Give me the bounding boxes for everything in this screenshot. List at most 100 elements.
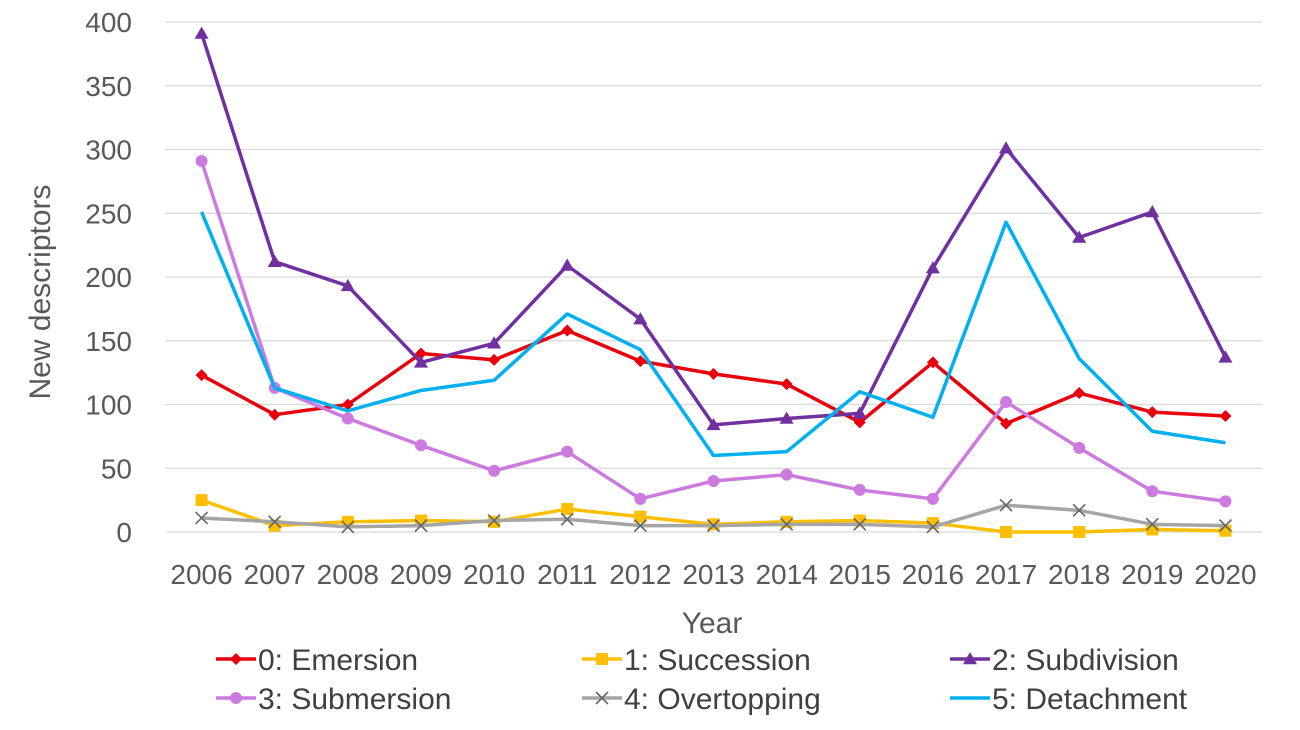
data-point-emersion bbox=[414, 347, 427, 360]
x-tick-label: 2008 bbox=[317, 559, 379, 590]
data-point-submersion bbox=[1146, 485, 1159, 498]
data-point-overtopping bbox=[560, 512, 574, 526]
data-point-overtopping bbox=[1072, 503, 1086, 517]
data-point-overtopping bbox=[487, 513, 501, 528]
data-point-subdivision bbox=[340, 278, 355, 292]
legend-item-submersion: 3: Submersion bbox=[216, 683, 451, 716]
series-overtopping bbox=[195, 498, 1232, 534]
data-point-overtopping bbox=[1218, 519, 1232, 533]
legend-marker bbox=[963, 652, 977, 665]
data-point-submersion bbox=[341, 412, 354, 425]
data-point-subdivision bbox=[1145, 204, 1160, 218]
data-point-succession bbox=[561, 503, 574, 516]
data-point-overtopping bbox=[633, 519, 647, 533]
y-tick-label: 50 bbox=[101, 453, 132, 484]
legend-label: 1: Succession bbox=[624, 644, 811, 677]
x-tick-label: 2009 bbox=[390, 559, 452, 590]
x-axis-ticks: 2006 2007 2008 2009 2010 2011 2012 2013 2014 2015… bbox=[170, 559, 1256, 590]
data-point-succession bbox=[1000, 526, 1013, 538]
data-point-subdivision bbox=[560, 258, 575, 271]
data-point-submersion bbox=[195, 154, 208, 167]
data-point-emersion bbox=[488, 353, 501, 366]
legend-item-emersion: 0: Emersion bbox=[216, 644, 418, 677]
legend-marker bbox=[595, 691, 609, 705]
legend-label: 4: Overtopping bbox=[624, 683, 821, 716]
y-tick-label: 400 bbox=[85, 7, 132, 38]
series-layer bbox=[194, 26, 1233, 538]
legend-label: 3: Submersion bbox=[258, 683, 451, 716]
y-tick-label: 300 bbox=[85, 135, 132, 166]
data-point-emersion bbox=[853, 416, 866, 429]
data-point-subdivision bbox=[1218, 350, 1233, 363]
y-tick-label: 250 bbox=[85, 198, 132, 229]
data-point-submersion bbox=[780, 468, 793, 481]
x-tick-label: 2010 bbox=[463, 559, 525, 590]
legend-item-succession: 1: Succession bbox=[582, 644, 811, 677]
x-tick-label: 2014 bbox=[755, 559, 817, 590]
data-point-submersion bbox=[414, 439, 427, 452]
data-point-subdivision bbox=[267, 254, 282, 267]
data-point-emersion bbox=[926, 356, 939, 369]
data-point-overtopping bbox=[195, 511, 209, 525]
data-point-emersion bbox=[1146, 406, 1159, 419]
data-point-overtopping bbox=[1145, 517, 1159, 531]
data-point-emersion bbox=[268, 408, 281, 421]
y-tick-label: 200 bbox=[85, 262, 132, 293]
data-point-overtopping bbox=[853, 517, 867, 531]
legend-item-overtopping: 4: Overtopping bbox=[582, 683, 821, 716]
data-point-subdivision bbox=[1072, 230, 1087, 243]
legend-label: 0: Emersion bbox=[258, 644, 418, 677]
legend-item-detachment: 5: Detachment bbox=[950, 683, 1188, 716]
data-point-succession bbox=[1073, 526, 1086, 538]
series-detachment bbox=[199, 211, 1226, 458]
data-point-submersion bbox=[1219, 495, 1232, 508]
data-point-overtopping bbox=[999, 498, 1013, 512]
data-point-subdivision bbox=[194, 26, 209, 39]
x-tick-label: 2016 bbox=[902, 559, 964, 590]
data-point-overtopping bbox=[268, 515, 282, 529]
y-axis-ticks: 0 50 100 150 200 250 300 350 400 bbox=[85, 7, 132, 548]
data-point-emersion bbox=[195, 369, 208, 382]
data-point-succession bbox=[195, 494, 208, 507]
series-line-subdivision bbox=[199, 32, 1227, 427]
y-tick-label: 350 bbox=[85, 71, 132, 102]
x-tick-label: 2015 bbox=[829, 559, 891, 590]
data-point-emersion bbox=[561, 324, 574, 337]
data-point-emersion bbox=[341, 398, 354, 411]
data-point-emersion bbox=[780, 378, 793, 391]
data-point-subdivision bbox=[487, 336, 502, 349]
series-line-submersion bbox=[199, 160, 1226, 504]
legend-marker bbox=[230, 692, 242, 704]
legend-marker bbox=[596, 653, 608, 665]
x-tick-label: 2020 bbox=[1194, 559, 1256, 590]
data-point-emersion bbox=[707, 367, 720, 380]
y-axis-title: New descriptors bbox=[24, 184, 57, 399]
legend-marker bbox=[230, 653, 242, 665]
x-tick-label: 2018 bbox=[1048, 559, 1110, 590]
data-point-submersion bbox=[1073, 441, 1086, 454]
data-point-submersion bbox=[1000, 395, 1013, 408]
x-tick-label: 2006 bbox=[170, 559, 232, 590]
data-point-subdivision bbox=[779, 411, 794, 424]
data-point-subdivision bbox=[925, 261, 940, 274]
legend: 0: Emersion 1: Succession 2: Subdivision 3:… bbox=[216, 644, 1188, 716]
data-point-emersion bbox=[1000, 417, 1013, 430]
data-point-submersion bbox=[488, 464, 501, 477]
data-point-subdivision bbox=[999, 141, 1014, 154]
data-point-emersion bbox=[1219, 409, 1232, 422]
y-tick-label: 150 bbox=[85, 326, 132, 357]
x-tick-label: 2019 bbox=[1121, 559, 1183, 590]
legend-item-subdivision: 2: Subdivision bbox=[950, 644, 1179, 677]
series-line-detachment bbox=[199, 211, 1226, 458]
x-tick-label: 2017 bbox=[975, 559, 1037, 590]
x-tick-label: 2011 bbox=[537, 559, 597, 590]
y-tick-label: 100 bbox=[85, 390, 132, 421]
data-point-submersion bbox=[853, 483, 866, 496]
data-point-overtopping bbox=[706, 519, 721, 533]
x-tick-label: 2012 bbox=[609, 559, 671, 590]
x-axis-title: Year bbox=[682, 607, 743, 640]
data-point-subdivision bbox=[633, 312, 648, 325]
series-submersion bbox=[195, 154, 1232, 508]
legend-label: 2: Subdivision bbox=[992, 644, 1179, 677]
